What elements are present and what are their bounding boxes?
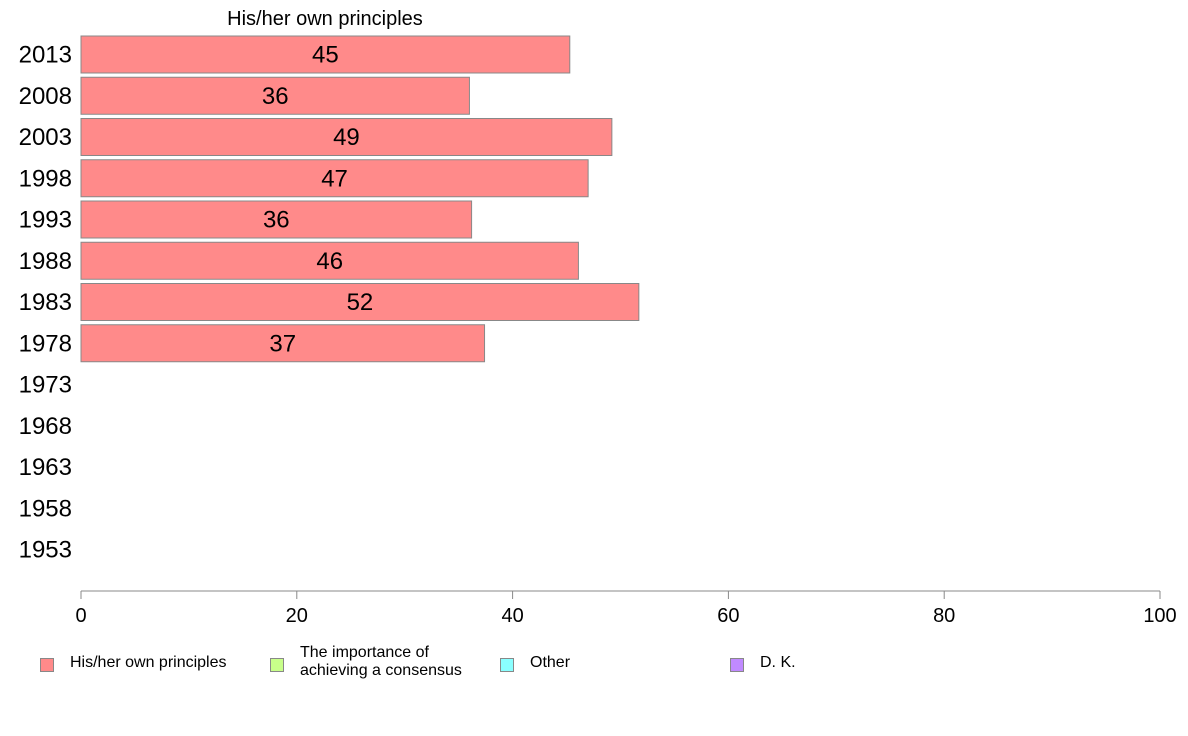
x-tick-label: 60: [717, 605, 739, 627]
legend-label-other: Other: [530, 654, 571, 671]
x-tick-label: 80: [933, 605, 955, 627]
y-tick-label: 1993: [19, 207, 72, 234]
legend-swatch-own-principles: [40, 658, 54, 672]
y-tick-label: 1953: [19, 537, 72, 564]
y-tick-label: 1988: [19, 248, 72, 275]
y-tick-labels: 2013 2008 2003 1998 1993 1988 1983 1978 1973 1968…: [19, 42, 72, 564]
y-tick-label: 1973: [19, 372, 72, 399]
y-tick-label: 1963: [19, 454, 72, 481]
bar: [80, 159, 589, 198]
bar-value-label: 36: [263, 207, 290, 234]
x-tick-label: 0: [75, 605, 86, 627]
legend-item-own-principles: His/her own principles: [40, 654, 227, 672]
y-tick-label: 1978: [19, 330, 72, 357]
bar: [80, 35, 571, 74]
x-tick-label: 40: [501, 605, 523, 627]
bar: [80, 118, 613, 156]
legend-item-consensus: The importance of achieving a consensus: [270, 644, 462, 680]
legend-swatch-dk: [730, 658, 744, 672]
bar: [80, 76, 470, 115]
bar: [80, 324, 486, 363]
bar-value-label: 46: [316, 248, 343, 275]
bar-value-label: 37: [269, 330, 296, 357]
bar-value-label: 49: [333, 124, 360, 151]
y-tick-label: 1968: [19, 413, 72, 440]
y-tick-label: 1983: [19, 289, 72, 316]
legend-item-other: Other: [500, 654, 570, 672]
x-tick-label: 100: [1143, 605, 1176, 627]
x-axis: 0 20 40 60 80 100: [75, 590, 1177, 627]
bar: [80, 241, 579, 280]
y-tick-label: 1958: [19, 495, 72, 522]
bar-chart: His/her own principles 4536494736465237 …: [19, 8, 1177, 627]
bar-value-label: 36: [262, 83, 289, 110]
legend: His/her own principles The importance of…: [0, 636, 1188, 696]
legend-label-own-principles: His/her own principles: [70, 654, 227, 671]
y-tick-label: 2003: [19, 124, 72, 151]
x-tick-label: 20: [286, 605, 308, 627]
bar-value-label: 47: [321, 165, 348, 192]
legend-swatch-other: [500, 658, 514, 672]
bar: [80, 283, 640, 321]
bar-value-label: 45: [312, 42, 339, 69]
legend-label-dk: D. K.: [760, 654, 796, 671]
chart-title: His/her own principles: [227, 8, 423, 30]
legend-item-dk: D. K.: [730, 654, 796, 672]
y-tick-label: 1998: [19, 165, 72, 192]
y-tick-label: 2008: [19, 83, 72, 110]
y-tick-label: 2013: [19, 42, 72, 69]
bar-value-label: 52: [347, 289, 374, 316]
bar: [80, 200, 473, 239]
legend-label-consensus: The importance of achieving a consensus: [300, 644, 462, 679]
legend-swatch-consensus: [270, 658, 284, 672]
